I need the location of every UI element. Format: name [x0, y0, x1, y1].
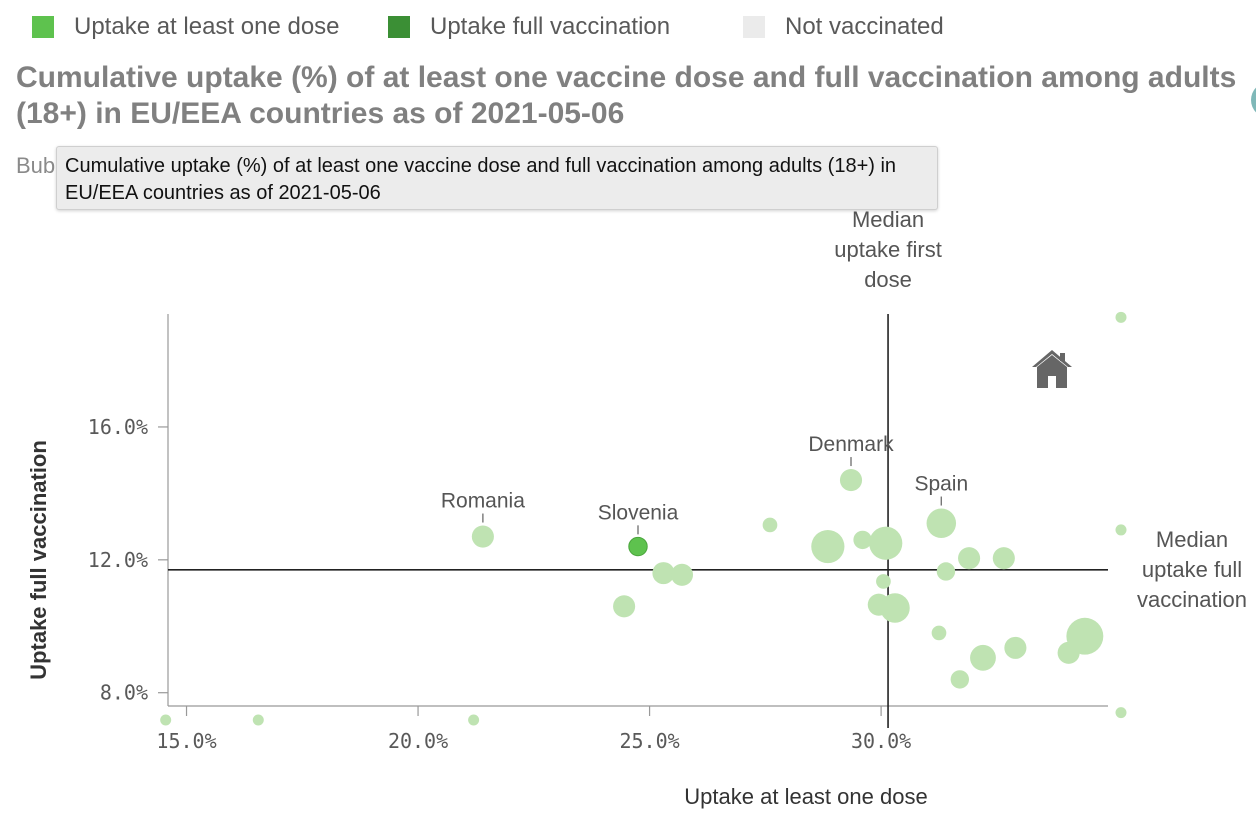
subtitle-fragment: Bub — [16, 153, 56, 178]
data-point-slovenia[interactable] — [628, 536, 648, 557]
legend-label-first-dose: Uptake at least one dose — [74, 13, 340, 40]
chart-title-line-1: Cumulative uptake (%) of at least one va… — [16, 60, 1256, 132]
point-label-denmark: Denmark — [808, 433, 894, 456]
median-full-vaccination-label: Median uptake full vaccination — [1137, 527, 1247, 612]
edge-marker — [1115, 524, 1127, 536]
data-point[interactable] — [880, 593, 910, 623]
data-point[interactable] — [613, 595, 636, 618]
data-point[interactable] — [869, 526, 903, 560]
data-point[interactable] — [670, 563, 694, 586]
data-point-denmark[interactable] — [839, 469, 863, 492]
data-point[interactable] — [936, 562, 956, 581]
chart-title-text-line-1: Cumulative uptake (%) of at least one va… — [16, 61, 1237, 94]
edge-marker — [1115, 311, 1127, 323]
data-point[interactable] — [762, 517, 778, 533]
home-icon-roof — [1032, 350, 1072, 367]
legend-swatch-not-vaccinated — [743, 16, 765, 38]
y-tick-label: 16.0% — [88, 415, 148, 439]
chart-title-text-line-2: (18+) in EU/EEA countries as of 2021-05-… — [16, 97, 625, 130]
point-label-spain: Spain — [914, 473, 968, 496]
data-point[interactable] — [931, 625, 947, 641]
data-point[interactable] — [958, 547, 981, 570]
point-label-slovenia: Slovenia — [598, 501, 679, 524]
data-point[interactable] — [992, 547, 1015, 570]
x-tick-label: 25.0% — [619, 729, 679, 753]
data-point[interactable] — [1066, 617, 1104, 655]
data-point[interactable] — [876, 574, 891, 589]
data-point-spain[interactable] — [926, 508, 957, 539]
data-point[interactable] — [970, 644, 996, 671]
data-point[interactable] — [1004, 636, 1027, 659]
data-point-romania[interactable] — [471, 525, 494, 548]
tooltip: Cumulative uptake (%) of at least one va… — [56, 146, 938, 210]
x-axis-title: Uptake at least one dose — [684, 784, 927, 809]
tooltip-text: Cumulative uptake (%) of at least one va… — [65, 155, 897, 204]
x-tick-label: 15.0% — [156, 729, 216, 753]
data-point[interactable] — [811, 529, 845, 564]
median-first-dose-label: Median uptake first dose — [834, 207, 942, 292]
x-tick-label: 30.0% — [851, 729, 911, 753]
scroll-indicator[interactable] — [1251, 82, 1256, 118]
edge-marker — [252, 714, 264, 726]
chart-title: Cumulative uptake (%) of at least one va… — [16, 60, 1256, 132]
home-icon-body — [1037, 355, 1067, 388]
edge-marker — [468, 714, 480, 726]
edge-marker — [160, 714, 172, 726]
point-label-romania: Romania — [441, 490, 525, 513]
y-tick-label: 12.0% — [88, 548, 148, 572]
legend-swatch-first-dose — [32, 16, 54, 38]
y-axis-title: Uptake full vaccination — [26, 440, 51, 680]
y-tick-label: 8.0% — [100, 681, 148, 705]
home-icon[interactable] — [1032, 350, 1072, 388]
legend-label-full-vaccination: Uptake full vaccination — [430, 13, 671, 40]
data-point[interactable] — [950, 670, 970, 689]
legend-label-not-vaccinated: Not vaccinated — [785, 13, 944, 40]
x-tick-label: 20.0% — [388, 729, 448, 753]
home-icon-chimney — [1060, 353, 1065, 361]
edge-marker — [1115, 707, 1127, 719]
legend-swatch-full-vaccination — [388, 16, 410, 38]
data-point[interactable] — [652, 562, 675, 585]
data-point[interactable] — [853, 530, 872, 550]
